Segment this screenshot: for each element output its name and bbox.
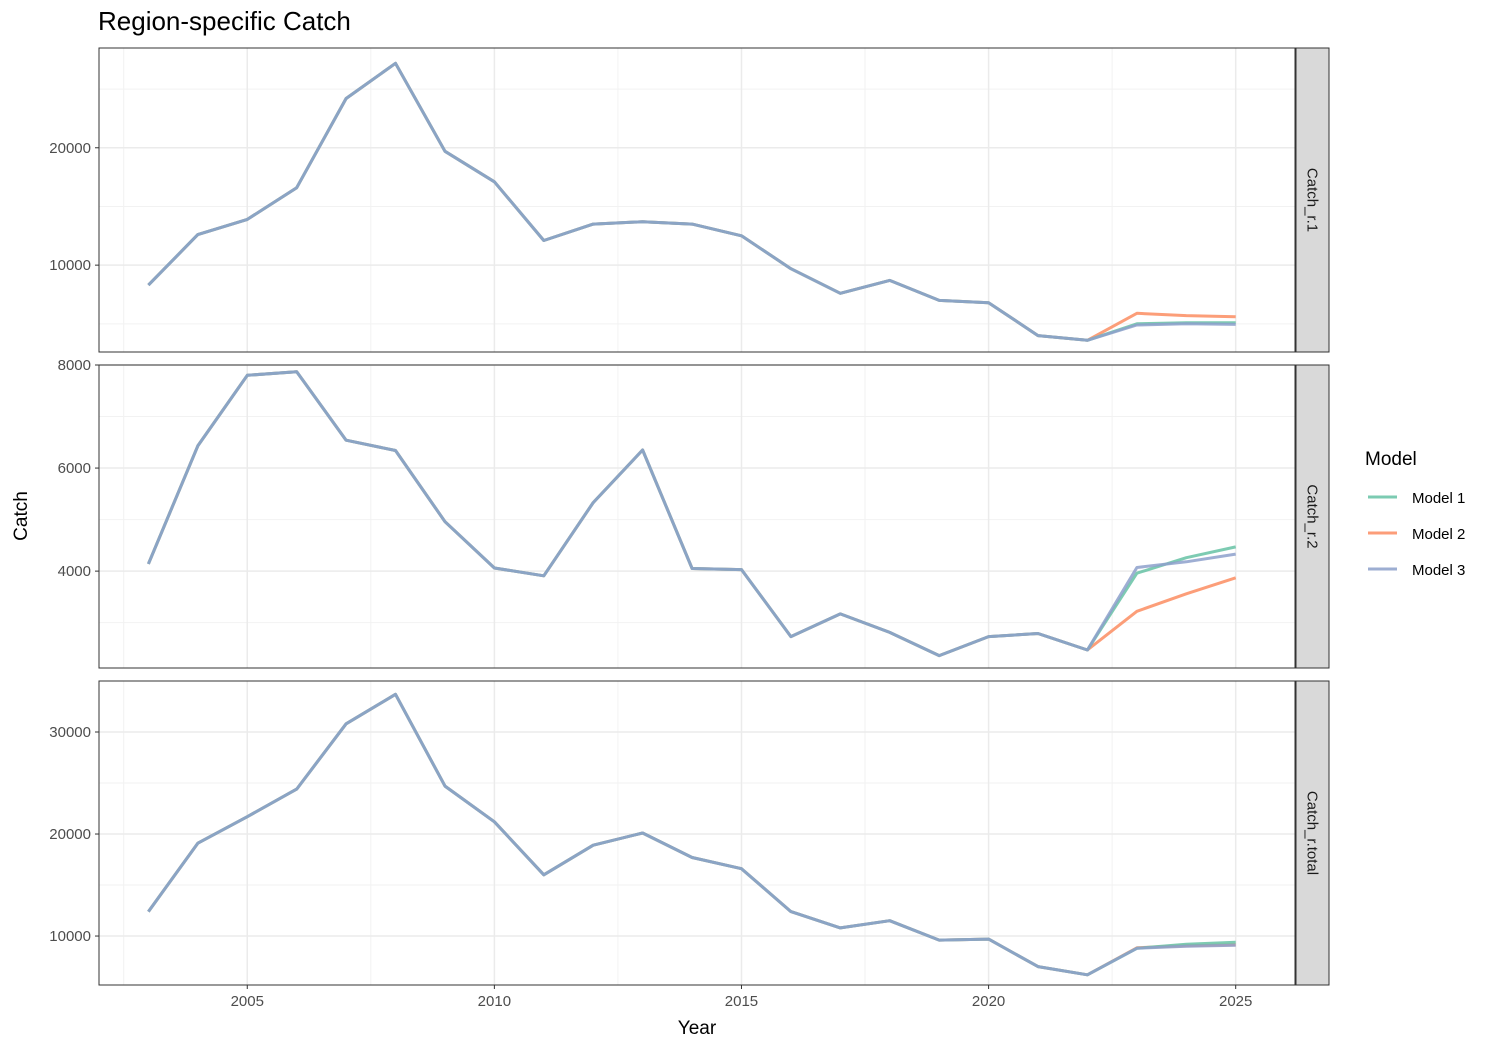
- legend-label: Model 2: [1412, 526, 1465, 543]
- facet-strip-label: Catch_r.total: [1304, 791, 1321, 875]
- facet-panel-2: 4000 6000 8000 Catch_r.2: [58, 357, 1329, 668]
- facet-panel-1: 10000 20000 Catch_r.1: [49, 48, 1329, 352]
- y-axis-title: Catch: [11, 491, 32, 541]
- panels-layer: 10000 20000 Catch_r.1 4000 6000 8000 Catch_r.2…: [49, 48, 1329, 1010]
- y-tick-label: 20000: [49, 826, 91, 843]
- y-tick-label: 4000: [58, 563, 91, 580]
- y-tick-label: 20000: [49, 140, 91, 157]
- legend-label: Model 1: [1412, 490, 1465, 507]
- x-tick-label: 2025: [1219, 993, 1252, 1010]
- x-axis-title: Year: [678, 1018, 717, 1039]
- facet-panel-3: 10000 20000 30000 Catch_r.total 2005 2010 2015…: [49, 681, 1329, 1010]
- y-tick-label: 6000: [58, 460, 91, 477]
- x-tick-label: 2010: [478, 993, 511, 1010]
- x-tick-label: 2005: [231, 993, 264, 1010]
- legend-title: Model: [1365, 449, 1417, 470]
- legend-label: Model 3: [1412, 562, 1465, 579]
- facet-strip-label: Catch_r.2: [1304, 484, 1321, 548]
- panel-background: [99, 681, 1295, 985]
- y-tick-label: 8000: [58, 357, 91, 374]
- y-tick-label: 10000: [49, 928, 91, 945]
- x-tick-label: 2015: [725, 993, 758, 1010]
- y-tick-label: 10000: [49, 257, 91, 274]
- chart-title: Region-specific Catch: [98, 6, 351, 36]
- facet-strip-label: Catch_r.1: [1304, 168, 1321, 232]
- y-tick-label: 30000: [49, 724, 91, 741]
- x-tick-label: 2020: [972, 993, 1005, 1010]
